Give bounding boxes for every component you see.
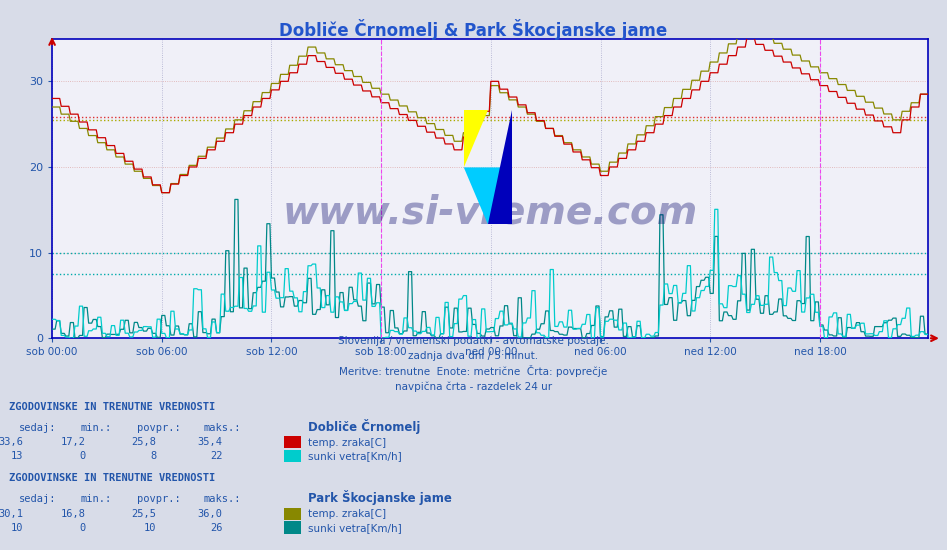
Text: povpr.:: povpr.: — [137, 422, 181, 433]
Text: www.si-vreme.com: www.si-vreme.com — [282, 194, 698, 232]
Text: 16,8: 16,8 — [61, 509, 85, 519]
Text: sunki vetra[Km/h]: sunki vetra[Km/h] — [308, 451, 402, 461]
Text: 0: 0 — [79, 522, 85, 533]
Text: 25,5: 25,5 — [132, 509, 156, 519]
Text: 10: 10 — [144, 522, 156, 533]
Text: temp. zraka[C]: temp. zraka[C] — [308, 509, 385, 519]
Text: 17,2: 17,2 — [61, 437, 85, 448]
Polygon shape — [464, 111, 488, 167]
Text: 26: 26 — [210, 522, 223, 533]
Text: maks.:: maks.: — [204, 494, 241, 504]
Text: maks.:: maks.: — [204, 422, 241, 433]
Text: sedaj:: sedaj: — [19, 494, 57, 504]
Text: sedaj:: sedaj: — [19, 422, 57, 433]
Text: 30,1: 30,1 — [0, 509, 24, 519]
Text: 36,0: 36,0 — [198, 509, 223, 519]
Text: 0: 0 — [79, 451, 85, 461]
Text: Meritve: trenutne  Enote: metrične  Črta: povprečje: Meritve: trenutne Enote: metrične Črta: … — [339, 365, 608, 377]
Text: Dobliče Črnomelj & Park Škocjanske jame: Dobliče Črnomelj & Park Škocjanske jame — [279, 19, 668, 40]
Text: min.:: min.: — [80, 494, 112, 504]
Text: zadnja dva dni / 5 minut.: zadnja dva dni / 5 minut. — [408, 351, 539, 361]
Text: navpična črta - razdelek 24 ur: navpična črta - razdelek 24 ur — [395, 382, 552, 392]
Text: ZGODOVINSKE IN TRENUTNE VREDNOSTI: ZGODOVINSKE IN TRENUTNE VREDNOSTI — [9, 473, 216, 483]
Text: sunki vetra[Km/h]: sunki vetra[Km/h] — [308, 522, 402, 533]
Text: ZGODOVINSKE IN TRENUTNE VREDNOSTI: ZGODOVINSKE IN TRENUTNE VREDNOSTI — [9, 402, 216, 412]
Text: 35,4: 35,4 — [198, 437, 223, 448]
Text: 22: 22 — [210, 451, 223, 461]
Polygon shape — [464, 167, 512, 224]
Text: min.:: min.: — [80, 422, 112, 433]
Text: 13: 13 — [11, 451, 24, 461]
Text: 10: 10 — [11, 522, 24, 533]
Text: 8: 8 — [150, 451, 156, 461]
Polygon shape — [488, 111, 512, 224]
Text: temp. zraka[C]: temp. zraka[C] — [308, 437, 385, 448]
Text: 33,6: 33,6 — [0, 437, 24, 448]
Text: Slovenija / vremenski podatki - avtomatske postaje.: Slovenija / vremenski podatki - avtomats… — [338, 336, 609, 346]
Text: Park Škocjanske jame: Park Škocjanske jame — [308, 490, 452, 505]
Text: povpr.:: povpr.: — [137, 494, 181, 504]
Text: Dobliče Črnomelj: Dobliče Črnomelj — [308, 419, 420, 433]
Text: 25,8: 25,8 — [132, 437, 156, 448]
